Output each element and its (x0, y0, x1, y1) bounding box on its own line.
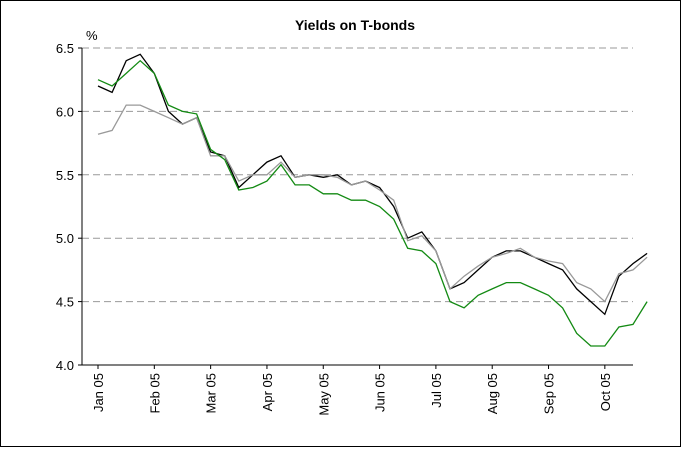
y-tick-label: 4.5 (56, 295, 74, 310)
x-tick-label: Oct 05 (598, 373, 613, 411)
x-tick-label: May 05 (316, 373, 331, 416)
y-tick-label: 5.0 (56, 231, 74, 246)
series-line (97, 59, 648, 347)
x-tick-label: Feb 05 (147, 373, 162, 413)
x-tick-label: Jul 05 (429, 373, 444, 408)
y-tick-label: 4.0 (56, 358, 74, 373)
x-tick-label: Mar 05 (204, 373, 219, 413)
y-tick-label: 6.0 (56, 104, 74, 119)
series-line (97, 104, 648, 303)
chart-title: Yields on T-bonds (295, 17, 415, 33)
x-tick-label: Sep 05 (542, 373, 557, 414)
x-tick-label: Apr 05 (260, 373, 275, 411)
x-tick-label: Jan 05 (91, 373, 106, 412)
y-tick-label: 6.5 (56, 41, 74, 56)
y-unit: % (86, 28, 98, 43)
x-tick-label: Aug 05 (485, 373, 500, 414)
y-tick-label: 5.5 (56, 168, 74, 183)
x-tick-label: Jun 05 (373, 373, 388, 412)
